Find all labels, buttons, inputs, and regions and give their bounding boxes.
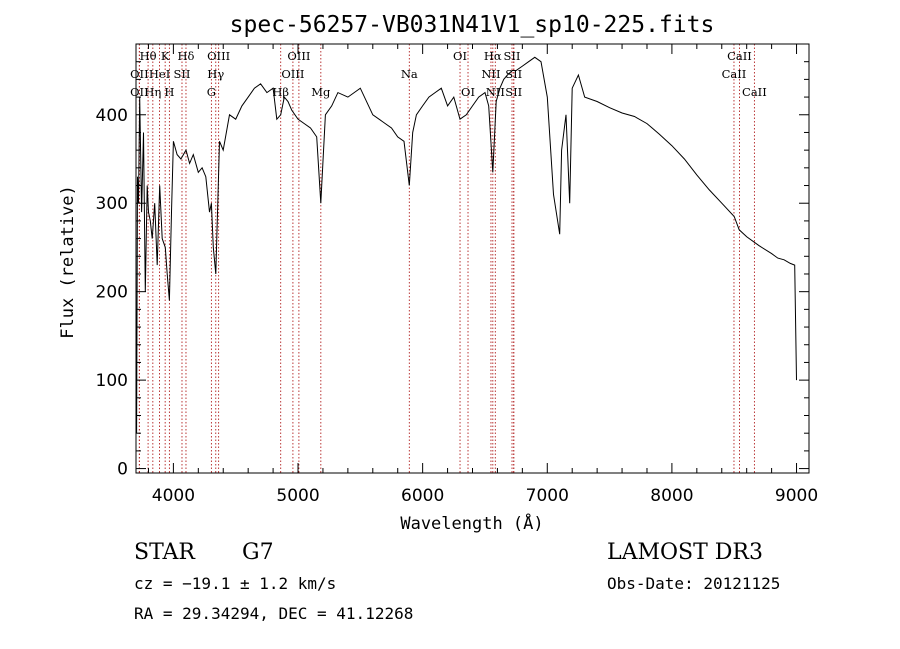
line-label-10: Hγ [207,67,224,81]
x-tick-label: 8000 [650,486,693,506]
line-label-15: Mg [311,85,331,99]
line-label-16: Na [401,67,418,81]
line-label-6: Hδ [177,49,194,63]
line-label-25: CaII [727,49,752,63]
observation-date: Obs-Date: 20121125 [607,574,780,593]
line-label-2: OII [130,85,149,99]
line-label-24: SII [505,85,522,99]
line-label-22: SII [504,49,521,63]
redshift-velocity: cz = −19.1 ± 1.2 km/s [134,574,336,593]
y-tick-label: 400 [96,106,128,126]
y-tick-label: 200 [96,283,128,303]
x-axis-label: Wavelength (Å) [400,512,543,534]
x-tick-label: 9000 [775,486,818,506]
line-label-12: OIII [287,49,310,63]
line-label-14: Hβ [272,85,289,99]
x-tick-label: 6000 [401,486,444,506]
line-label-27: CaII [742,85,767,99]
y-tick-label: 100 [96,371,128,391]
y-axis-label: Flux (relative) [58,185,78,339]
spectral-line-markers [138,44,755,473]
line-label-11: G [207,85,216,99]
chart-title: spec-56257-VB031N41V1_sp10-225.fits [230,12,715,38]
y-tick-label: 0 [117,460,128,480]
object-class: STAR [134,540,196,565]
x-axis-ticks: 4000 5000 6000 7000 8000 9000 [147,44,818,506]
plot-frame [135,43,810,474]
spectrum-line [135,56,797,434]
line-label-23: SII [505,67,522,81]
line-label-26: CaII [722,67,747,81]
line-label-1: OII [130,67,149,81]
coordinates: RA = 29.34294, DEC = 41.12268 [134,604,413,623]
line-label-17: OI [453,49,467,63]
line-label-0: Hθ [140,49,157,63]
x-tick-label: 7000 [526,486,569,506]
survey-name: LAMOST DR3 [607,540,763,565]
y-tick-label: 300 [96,194,128,214]
line-label-3: K [161,49,170,63]
line-label-8: H [164,85,174,99]
line-label-18: OI [461,85,475,99]
x-tick-label: 4000 [152,486,195,506]
line-label-19: Hα [484,49,502,63]
line-label-20: NII [481,67,500,81]
line-label-21: NII [486,85,505,99]
line-label-13: OIII [281,67,304,81]
line-label-7: SII [174,67,191,81]
line-label-4: HeI [149,67,170,81]
line-label-5: Hη [144,85,161,99]
y-axis-ticks: 0 100 200 300 400 [96,61,809,480]
x-tick-label: 5000 [276,486,319,506]
object-subclass: G7 [242,540,274,565]
line-label-9: OIII [207,49,230,63]
